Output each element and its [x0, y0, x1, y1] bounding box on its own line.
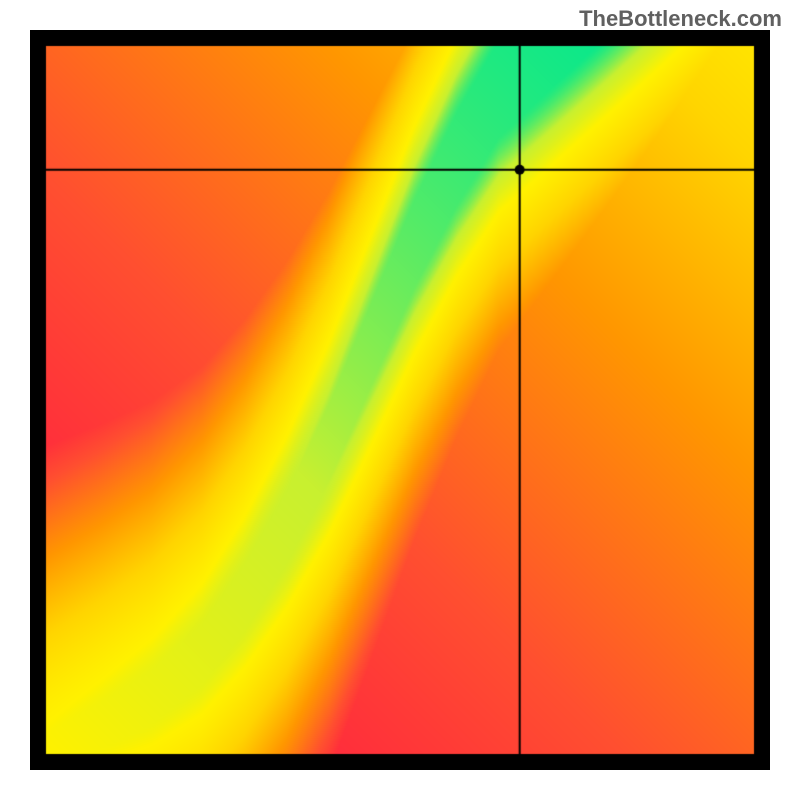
heatmap-canvas	[30, 30, 770, 770]
heatmap-frame	[30, 30, 770, 770]
watermark-text: TheBottleneck.com	[579, 6, 782, 32]
